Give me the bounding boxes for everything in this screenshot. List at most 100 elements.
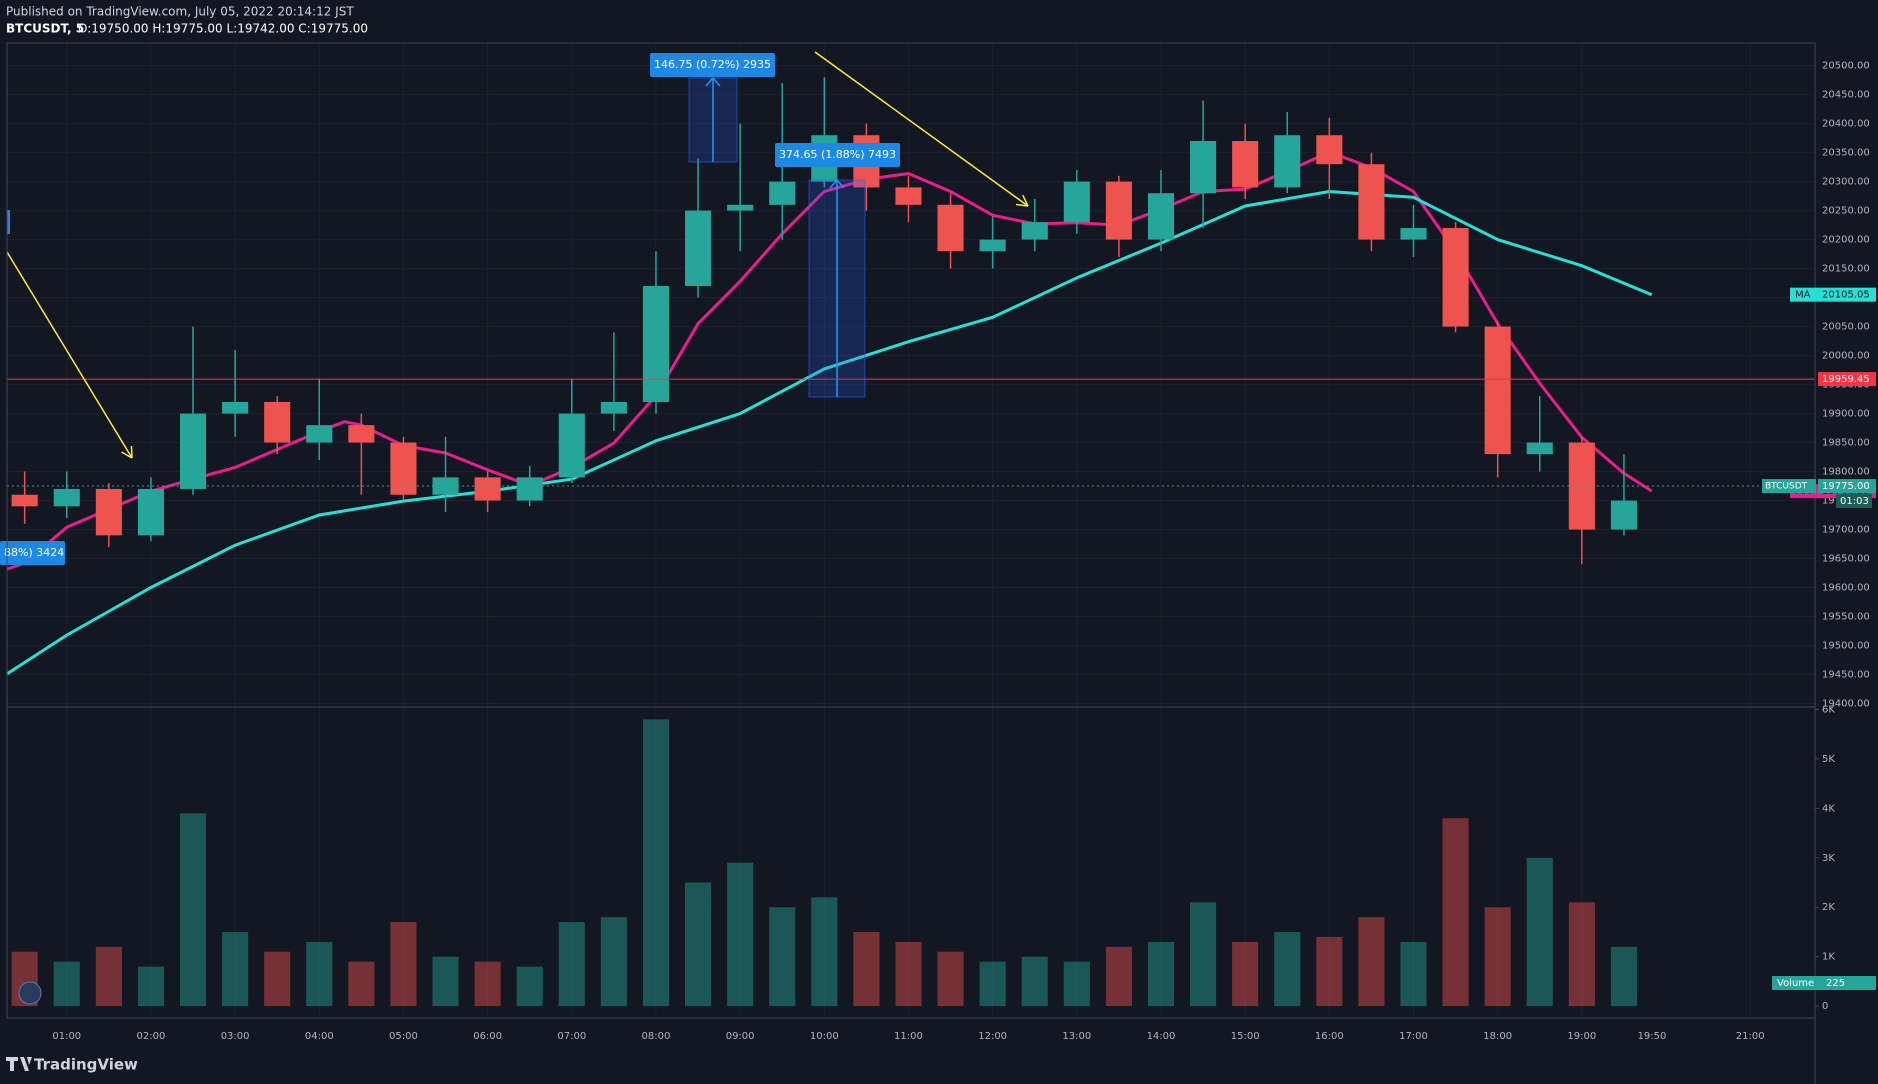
candle-body <box>516 477 543 501</box>
x-tick-label: 11:00 <box>894 1031 923 1042</box>
volume-bar <box>727 862 754 1007</box>
candle-body <box>348 425 375 443</box>
volume-bar <box>1400 941 1427 1007</box>
candle-body <box>1063 181 1090 223</box>
volume-bar <box>1568 902 1595 1007</box>
cursor-time-label: 19:50 <box>1638 1031 1667 1042</box>
last-name-bg <box>1762 479 1816 494</box>
pane-icon <box>18 981 42 1005</box>
x-tick-label: 18:00 <box>1483 1031 1512 1042</box>
volume-bar <box>137 966 164 1007</box>
candle-body <box>432 477 459 495</box>
x-tick-label: 13:00 <box>1062 1031 1091 1042</box>
trend-arrow <box>814 51 1029 207</box>
volume-tick-label: 0 <box>1822 1001 1828 1012</box>
x-tick-label: 01:00 <box>52 1031 81 1042</box>
x-tick-label: 05:00 <box>389 1031 418 1042</box>
volume-bar <box>53 961 80 1007</box>
symbol: BTCUSDT, 5 <box>6 22 84 36</box>
x-tick-label: 14:00 <box>1147 1031 1176 1042</box>
y-tick-label: 20400.00 <box>1822 119 1870 130</box>
candle-body <box>1484 326 1511 455</box>
y-tick-label: 20250.00 <box>1822 206 1870 217</box>
countdown-tag: 01:03 <box>1840 496 1869 507</box>
last-price-tag: 19775.00 <box>1822 481 1870 492</box>
volume-bar <box>1232 941 1259 1007</box>
volume-tick-label: 6K <box>1822 704 1835 715</box>
x-tick-label: 17:00 <box>1399 1031 1428 1042</box>
volume-bar <box>853 931 880 1007</box>
volume-bar <box>1063 961 1090 1007</box>
x-tick-label: 21:00 <box>1736 1031 1765 1042</box>
volume-tick-label: 5K <box>1822 754 1835 765</box>
volume-bar <box>1442 818 1469 1007</box>
trend-arrow-head <box>121 451 133 459</box>
candle-body <box>474 477 501 501</box>
candle-body <box>895 187 922 205</box>
volume-bar <box>1484 907 1511 1007</box>
countdown-tag-bg <box>1836 494 1872 509</box>
ref-tag: 19959.45 <box>1822 374 1870 385</box>
candle-body <box>95 488 122 536</box>
volume-tick-label: 1K <box>1822 952 1835 963</box>
y-tick-label: 20450.00 <box>1822 90 1870 101</box>
last-name: BTCUSDT <box>1765 482 1808 492</box>
candle-body <box>53 488 80 507</box>
measure-label-bg <box>0 541 65 565</box>
candle-body <box>727 204 754 211</box>
volume-tick-label: 3K <box>1822 853 1835 864</box>
candle-body <box>937 204 964 252</box>
candle-body <box>1105 181 1132 240</box>
x-tick-label: 08:00 <box>642 1031 671 1042</box>
volume-bar <box>1105 946 1132 1007</box>
volume-tick-label: 4K <box>1822 803 1835 814</box>
volume-bar <box>811 897 838 1007</box>
volume-tag-value: 225 <box>1826 978 1845 989</box>
volume-bar <box>558 922 585 1007</box>
trend-arrow-head <box>1016 203 1029 207</box>
candle-body <box>1526 442 1553 455</box>
candle-body <box>1358 164 1385 240</box>
candle-body <box>222 401 249 414</box>
volume-tag-bg <box>1772 976 1876 991</box>
volume-bar <box>1147 941 1175 1007</box>
volume-tag-name: Volume <box>1777 978 1814 989</box>
candle-body <box>1610 500 1637 530</box>
y-tick-label: 20500.00 <box>1822 61 1870 72</box>
measure-label-bg <box>650 53 775 77</box>
y-tick-label: 19500.00 <box>1822 641 1870 652</box>
ohlc: O:19750.00 H:19775.00 L:19742.00 C:19775… <box>78 22 368 36</box>
y-tick-label: 20350.00 <box>1822 148 1870 159</box>
y-tick-label: 19550.00 <box>1822 612 1870 623</box>
candle-body <box>137 488 164 536</box>
measure-arrow-head <box>829 178 845 189</box>
candle-body <box>1400 227 1427 240</box>
y-tick-label: 19450.00 <box>1822 670 1870 681</box>
volume-bar <box>1316 936 1343 1007</box>
x-tick-label: 06:00 <box>473 1031 502 1042</box>
volume-bar <box>1021 956 1048 1007</box>
x-tick-label: 19:00 <box>1567 1031 1596 1042</box>
measure-edge <box>7 210 10 234</box>
candle-body <box>979 239 1006 252</box>
y-tick-label: 20300.00 <box>1822 177 1870 188</box>
y-tick-label: 20150.00 <box>1822 264 1870 275</box>
candle-body <box>1274 135 1301 188</box>
measure-label: 374.65 (1.88%) 7493 <box>779 148 896 161</box>
plot: 146.75 (0.72%) 2935 374.65 (1.88%) 7493 88… <box>0 43 1815 1018</box>
volume-bar <box>937 951 964 1007</box>
y-tick-label: 19650.00 <box>1822 554 1870 565</box>
candle-body <box>1316 135 1343 165</box>
candle-body <box>642 285 670 402</box>
volume-bar <box>769 907 796 1007</box>
volume-bar <box>1358 917 1385 1007</box>
measure-label: 88%) 3424 <box>4 546 64 559</box>
y-tick-label: 19700.00 <box>1822 525 1870 536</box>
volume-tick-label: 2K <box>1822 902 1835 913</box>
brand: TradingView <box>34 1056 138 1074</box>
volume-bar <box>979 961 1006 1007</box>
x-tick-label: 16:00 <box>1315 1031 1344 1042</box>
candle-body <box>306 425 333 443</box>
